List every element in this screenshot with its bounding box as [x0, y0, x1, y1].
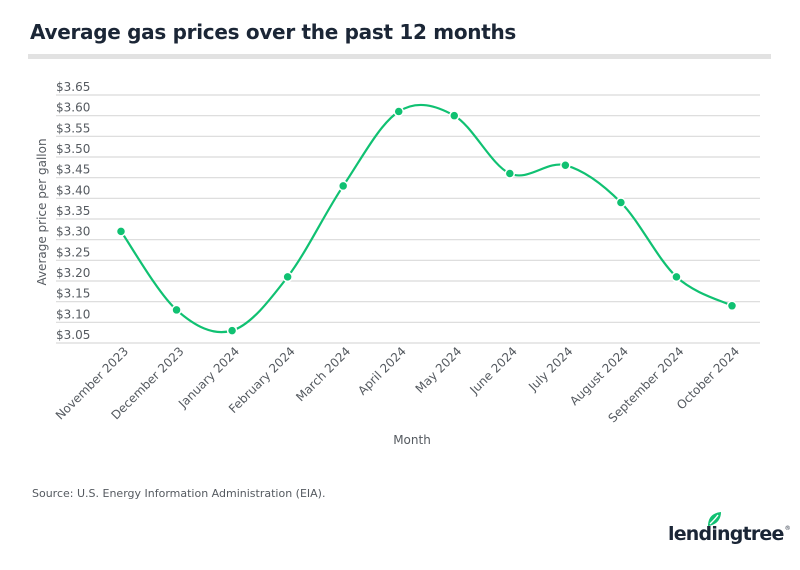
- x-tick-label: July 2024: [525, 344, 575, 394]
- data-point-november-2023: [115, 226, 127, 237]
- x-tick-label: May 2024: [413, 344, 465, 396]
- y-axis-ticks: $3.65 $3.60 $3.55 $3.50 $3.45 $3.40 $3.35 $3.30…: [56, 80, 90, 342]
- logo-wordmark: lendingtree: [668, 523, 784, 545]
- title-divider: [28, 54, 771, 59]
- source-note: Source: U.S. Energy Information Administ…: [32, 487, 326, 500]
- y-tick-label: $3.35: [56, 204, 90, 218]
- y-axis-title: Average price per gallon: [35, 138, 49, 285]
- x-tick-label: March 2024: [293, 344, 353, 404]
- data-point-december-2023: [171, 304, 182, 316]
- y-tick-label: $3.45: [56, 163, 90, 177]
- chart-title: Average gas prices over the past 12 mont…: [30, 20, 517, 44]
- y-tick-label: $3.05: [56, 328, 90, 342]
- leaf-icon: [708, 512, 721, 526]
- y-tick-label: $3.15: [56, 287, 90, 301]
- x-axis-title: Month: [393, 433, 431, 447]
- series-line: [120, 103, 733, 334]
- data-point-august-2024: [615, 197, 627, 208]
- lendingtree-logo: lendingtree ®: [668, 512, 791, 545]
- y-tick-label: $3.55: [56, 121, 90, 135]
- data-point-february-2024: [282, 271, 293, 283]
- y-tick-label: $3.10: [56, 307, 90, 321]
- y-tick-label: $3.60: [56, 101, 90, 115]
- gridlines: [56, 94, 760, 344]
- data-point-july-2024: [560, 160, 571, 171]
- data-points: [115, 106, 738, 336]
- y-tick-label: $3.65: [56, 80, 90, 94]
- line-chart: $3.65 $3.60 $3.55 $3.50 $3.45 $3.40 $3.35 $3.30…: [35, 80, 760, 447]
- data-point-october-2024: [726, 300, 738, 312]
- x-tick-label: April 2024: [355, 344, 409, 398]
- data-point-april-2024: [393, 106, 404, 117]
- data-point-january-2024: [226, 325, 238, 336]
- y-tick-label: $3.30: [56, 225, 90, 239]
- data-point-september-2024: [671, 271, 682, 283]
- x-tick-label: June 2024: [467, 344, 520, 397]
- y-tick-label: $3.20: [56, 266, 90, 280]
- data-point-may-2024: [449, 110, 460, 121]
- y-tick-label: $3.25: [56, 245, 90, 259]
- y-tick-label: $3.40: [56, 183, 90, 197]
- data-point-june-2024: [504, 168, 516, 179]
- registered-mark: ®: [784, 525, 791, 532]
- y-tick-label: $3.50: [56, 142, 90, 156]
- data-point-march-2024: [337, 180, 349, 192]
